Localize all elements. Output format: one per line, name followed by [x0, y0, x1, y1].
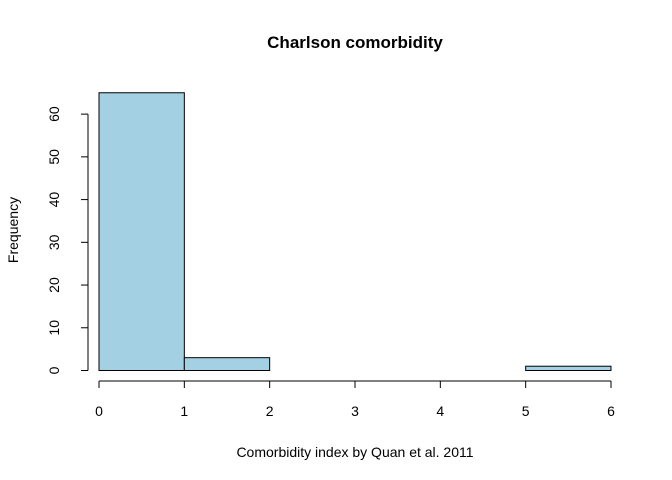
- y-tick-label-1: 10: [46, 320, 62, 336]
- x-axis-label: Comorbidity index by Quan et al. 2011: [236, 444, 473, 460]
- x-tick-label-2: 2: [266, 403, 274, 419]
- x-tick-label-6: 6: [607, 403, 615, 419]
- y-tick-label-3: 30: [46, 234, 62, 250]
- x-axis: 0 1 2 3 4 5 6: [95, 380, 615, 419]
- y-axis: 0 10 20 30 40 50 60: [46, 106, 89, 374]
- bars-group: [98, 92, 612, 371]
- y-tick-label-6: 60: [46, 106, 62, 122]
- histogram-bar-5: [525, 365, 612, 371]
- x-tick-label-3: 3: [351, 403, 359, 419]
- x-tick-label-4: 4: [436, 403, 444, 419]
- y-tick-label-4: 40: [46, 192, 62, 208]
- histogram-bar-1: [183, 357, 271, 371]
- y-axis-label: Frequency: [5, 197, 21, 263]
- histogram-bar-0: [98, 92, 185, 371]
- chart-title: Charlson comorbidity: [267, 33, 443, 52]
- x-tick-label-1: 1: [180, 403, 188, 419]
- x-tick-label-5: 5: [522, 403, 530, 419]
- y-tick-label-0: 0: [46, 366, 62, 374]
- x-tick-label-0: 0: [95, 403, 103, 419]
- y-tick-label-5: 50: [46, 149, 62, 165]
- y-tick-label-2: 20: [46, 277, 62, 293]
